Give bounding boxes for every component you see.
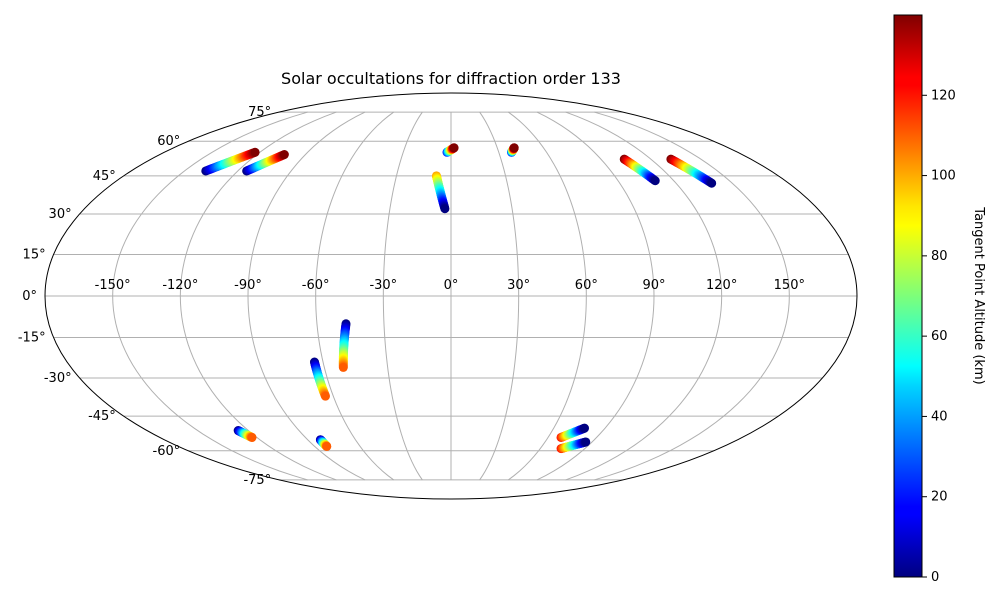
latitude-tick-label: 75° bbox=[248, 105, 271, 120]
colorbar-tick-label: 100 bbox=[931, 169, 956, 184]
longitude-tick-label: 60° bbox=[575, 278, 598, 293]
data-point bbox=[509, 143, 519, 153]
data-point bbox=[322, 441, 332, 451]
data-point bbox=[581, 437, 591, 447]
data-point bbox=[247, 432, 257, 442]
occultation-track bbox=[619, 154, 660, 186]
data-point bbox=[707, 178, 717, 188]
occultation-track bbox=[556, 437, 591, 454]
occultation-track bbox=[233, 426, 257, 442]
latitude-tick-label: -75° bbox=[243, 473, 271, 488]
data-point bbox=[250, 147, 260, 157]
colorbar-tick-label: 20 bbox=[931, 490, 948, 505]
longitude-tick-label: 0° bbox=[444, 278, 459, 293]
occultation-track bbox=[556, 423, 590, 442]
longitude-tick-label: -90° bbox=[234, 278, 262, 293]
longitude-tick-label: -150° bbox=[95, 278, 131, 293]
occultation-track bbox=[338, 319, 351, 372]
longitude-tick-labels: -150° -120° -90° -60° -30° 0° 30° 60° 90° 120° 150… bbox=[95, 278, 805, 293]
data-point bbox=[440, 204, 450, 214]
latitude-tick-label: 45° bbox=[93, 169, 116, 184]
occultation-track bbox=[442, 143, 459, 157]
longitude-tick-label: 150° bbox=[774, 278, 805, 293]
occultation-tracks bbox=[201, 143, 717, 454]
latitude-tick-labels: -75° -60° -45° -30° -15° 0° 15° 30° 45° 60° 75° bbox=[18, 105, 271, 488]
colorbar-label: Tangent Point Altitude (km) bbox=[971, 206, 986, 384]
occultation-track bbox=[666, 154, 717, 188]
latitude-tick-label: 0° bbox=[22, 289, 37, 304]
latitude-tick-label: -15° bbox=[18, 331, 46, 346]
map-boundary bbox=[44, 92, 858, 500]
colorbar-tick-label: 0 bbox=[931, 570, 939, 585]
occultation-track bbox=[309, 357, 330, 401]
longitude-tick-label: -30° bbox=[369, 278, 397, 293]
occultation-track bbox=[201, 147, 260, 176]
colorbar: 0 20 40 60 80 100 120 Tangent Point Altitude (… bbox=[893, 14, 986, 585]
data-point bbox=[338, 362, 348, 372]
longitude-tick-label: 30° bbox=[507, 278, 530, 293]
occultation-track bbox=[315, 435, 332, 451]
occultation-track bbox=[431, 171, 450, 214]
latitude-tick-label: -30° bbox=[44, 371, 72, 386]
colorbar-tick-label: 80 bbox=[931, 249, 948, 264]
longitude-tick-label: -60° bbox=[302, 278, 330, 293]
latitude-tick-label: 60° bbox=[157, 134, 180, 149]
latitude-tick-label: 30° bbox=[49, 207, 72, 222]
colorbar-tick-label: 120 bbox=[931, 88, 956, 103]
longitude-tick-label: 90° bbox=[642, 278, 665, 293]
occultation-track bbox=[507, 143, 519, 157]
latitude-tick-label: 15° bbox=[23, 247, 46, 262]
longitude-tick-label: -120° bbox=[162, 278, 198, 293]
data-point bbox=[279, 150, 289, 160]
data-point bbox=[650, 176, 660, 186]
colorbar-tick-label: 40 bbox=[931, 409, 948, 424]
colorbar-ticks: 0 20 40 60 80 100 120 bbox=[922, 88, 956, 585]
latitude-tick-label: -45° bbox=[88, 409, 116, 424]
latitude-tick-label: -60° bbox=[153, 444, 181, 459]
map-grid bbox=[44, 92, 858, 500]
colorbar-gradient bbox=[893, 14, 923, 578]
longitude-tick-label: 120° bbox=[706, 278, 737, 293]
chart-title: Solar occultations for diffraction order… bbox=[281, 69, 621, 88]
colorbar-tick-label: 60 bbox=[931, 329, 948, 344]
data-point bbox=[449, 143, 459, 153]
data-point bbox=[320, 391, 330, 401]
data-point bbox=[580, 423, 590, 433]
occultation-track bbox=[242, 150, 289, 176]
